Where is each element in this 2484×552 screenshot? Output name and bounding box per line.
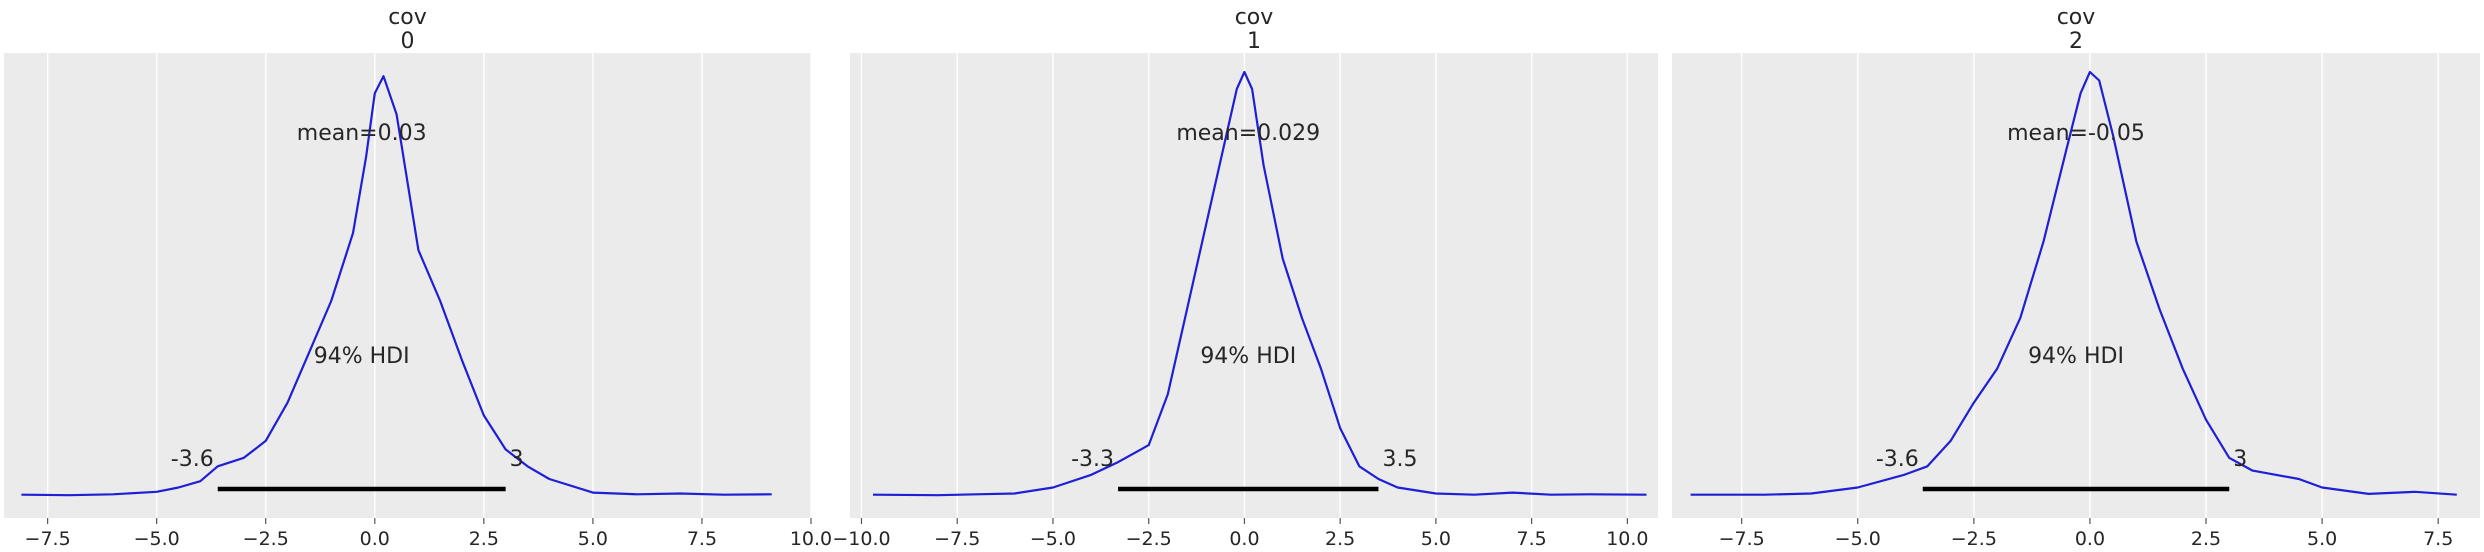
x-tick-label: 5.0 <box>1421 528 1451 550</box>
hdi-high-label: 3 <box>2233 447 2247 472</box>
x-tick-label: 7.5 <box>1517 528 1547 550</box>
mean-label: mean=-0.05 <box>2007 121 2145 146</box>
hdi-high-label: 3 <box>510 447 524 472</box>
x-tick-label: −7.5 <box>25 528 71 550</box>
x-tick-label: 7.5 <box>2423 528 2453 550</box>
hdi-low-label: -3.6 <box>171 447 214 472</box>
plot-area <box>4 53 811 518</box>
x-tick-label: 5.0 <box>578 528 608 550</box>
plot-area <box>1672 53 2480 518</box>
x-tick-label: −10.0 <box>832 528 890 550</box>
panel-title-line: cov <box>2057 5 2096 30</box>
x-tick-label: −7.5 <box>934 528 980 550</box>
x-tick-label: −2.5 <box>243 528 289 550</box>
x-tick-label: 2.5 <box>1325 528 1355 550</box>
x-tick-label: −7.5 <box>1719 528 1765 550</box>
x-tick-label: 0.0 <box>360 528 390 550</box>
x-tick-label: 5.0 <box>2307 528 2337 550</box>
panel-title-line: cov <box>1235 5 1274 30</box>
panel-title-line: cov <box>388 5 427 30</box>
kde-line <box>872 70 1647 497</box>
mean-label: mean=0.03 <box>297 121 427 146</box>
x-tick-label: −5.0 <box>1835 528 1881 550</box>
x-tick-label: −5.0 <box>1030 528 1076 550</box>
x-tick-label: −2.5 <box>1951 528 1997 550</box>
hdi-low-label: -3.3 <box>1071 447 1114 472</box>
x-tick-label: 2.5 <box>469 528 499 550</box>
plot-area <box>850 53 1658 518</box>
x-tick-label: 0.0 <box>1229 528 1259 550</box>
x-tick-label: 7.5 <box>687 528 717 550</box>
x-tick-label: 10.0 <box>1606 528 1648 550</box>
x-tick-label: 0.0 <box>2075 528 2105 550</box>
x-tick-label: −2.5 <box>1126 528 1172 550</box>
kde-line <box>21 75 772 497</box>
hdi-low-label: -3.6 <box>1876 447 1919 472</box>
hdi-label: 94% HDI <box>2028 344 2124 369</box>
x-tick-label: 2.5 <box>2191 528 2221 550</box>
hdi-label: 94% HDI <box>314 344 410 369</box>
hdi-label: 94% HDI <box>1200 344 1296 369</box>
panel-title-line: 0 <box>401 29 415 54</box>
kde-line <box>1690 70 2457 496</box>
x-tick-label: −5.0 <box>134 528 180 550</box>
panel-title-line: 2 <box>2069 29 2083 54</box>
x-tick-label: 10.0 <box>790 528 832 550</box>
hdi-high-label: 3.5 <box>1382 447 1417 472</box>
mean-label: mean=0.029 <box>1176 121 1320 146</box>
panel-title-line: 1 <box>1247 29 1261 54</box>
